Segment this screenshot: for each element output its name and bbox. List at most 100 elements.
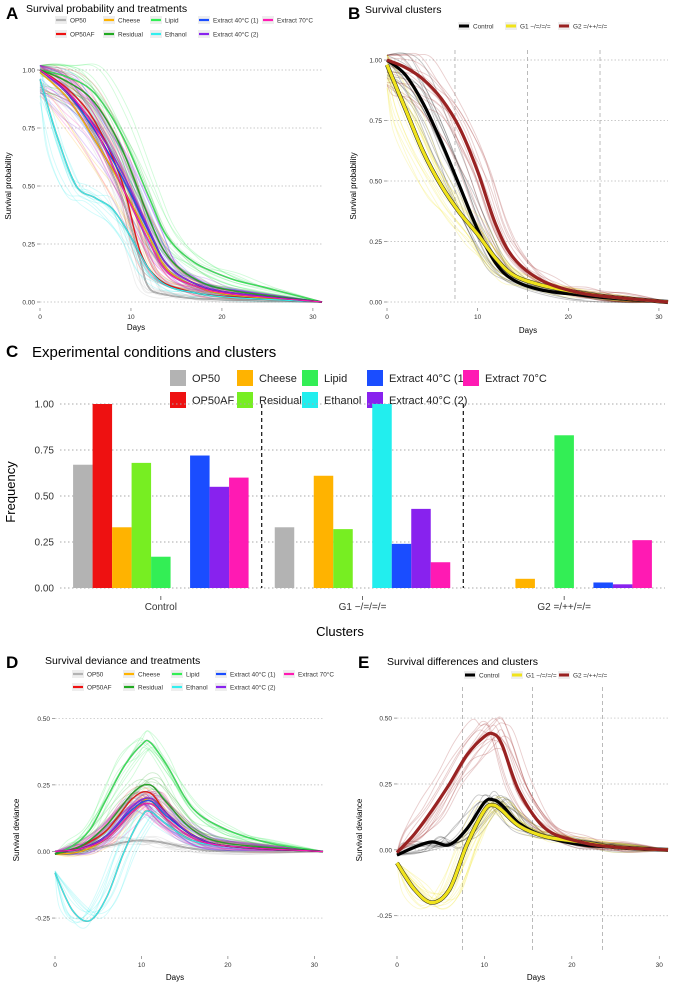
series-line [54, 783, 324, 855]
panel-letter: D [6, 653, 18, 672]
trajectory-line [39, 86, 323, 303]
trajectory-line [54, 787, 324, 855]
series-line [39, 69, 323, 303]
legend-label: Extract 70°C [485, 373, 547, 385]
y-tick-label: 0.25 [35, 538, 55, 549]
y-tick-label: 1.00 [22, 68, 35, 75]
panel-c: C Experimental conditions and clusters O… [3, 342, 665, 639]
panel-letter: C [6, 342, 18, 361]
bar [333, 529, 353, 588]
x-tick-label: 20 [224, 962, 232, 969]
trajectory-line [54, 784, 324, 855]
trajectory-line [54, 808, 324, 915]
trajectory-line [54, 835, 324, 855]
legend-label: Extract 70°C [277, 16, 313, 24]
legend-swatch [170, 392, 186, 408]
series-line [396, 797, 669, 857]
trajectory-line [386, 69, 669, 303]
trajectory-line [396, 716, 669, 854]
trajectory-line [386, 79, 669, 303]
bar [112, 527, 132, 588]
gridlines [397, 687, 668, 950]
panel-letter: B [348, 4, 360, 23]
panel-b: B Survival clusters Control G1 −/=/=/= G2 … [348, 4, 669, 335]
trajectory-line [54, 777, 324, 855]
trajectory-line [386, 52, 669, 303]
trajectory-line [54, 810, 324, 920]
y-tick-label: 0.00 [35, 584, 55, 595]
gridlines [55, 717, 323, 919]
legend-label: Extract 40°C (1) [230, 670, 276, 678]
legend-label: G1 −/=/=/= [526, 672, 557, 679]
legend-label: Ethanol [165, 31, 187, 38]
trajectory-line [54, 815, 324, 913]
trajectory-line [386, 82, 669, 303]
trajectory-line [39, 90, 323, 303]
y-tick-label: 0.50 [37, 716, 50, 723]
legend-label: Cheese [138, 671, 160, 678]
trajectory-line [54, 787, 324, 855]
y-tick-label: 0.50 [35, 492, 55, 503]
x-axis-label: Days [519, 326, 537, 335]
legend-swatch [302, 392, 318, 408]
legend: Control G1 −/=/=/= G2 =/++/=/= [464, 671, 608, 679]
series-line [395, 731, 669, 854]
trajectory-line [39, 64, 323, 303]
series-line [39, 69, 323, 303]
series-group [385, 52, 669, 305]
series-group [54, 730, 324, 929]
legend-label: OP50AF [87, 684, 112, 691]
trajectory-line [396, 801, 669, 908]
x-tick-label: 10 [474, 314, 482, 321]
y-tick-label: 0.00 [379, 847, 392, 854]
legend-swatch [463, 370, 479, 386]
trajectory-line [54, 730, 324, 855]
panel-letter: A [6, 4, 18, 23]
y-tick-label: -0.25 [377, 913, 392, 920]
x-tick-label: 30 [655, 314, 663, 321]
trajectory-line [39, 63, 323, 303]
trajectory-line [39, 65, 323, 303]
trajectory-line [54, 808, 324, 924]
y-tick-label: 0.75 [35, 446, 55, 457]
trajectory-line [54, 772, 324, 855]
panel-title: Survival differences and clusters [387, 656, 538, 668]
legend-label: Extract 40°C (2) [389, 395, 467, 407]
trajectory-line [54, 841, 324, 857]
bar [632, 540, 652, 588]
trajectory-line [39, 66, 323, 303]
x-tick-label: 10 [481, 962, 489, 969]
bar [612, 584, 633, 588]
bar [151, 556, 171, 588]
axis-ticks: 0.00 0.25 0.50 0.75 1.00 Control G1 −/=/=/= G2 … [35, 400, 592, 614]
bar [73, 464, 93, 588]
y-tick-label: 0.00 [22, 300, 35, 307]
legend: OP50 Cheese Lipid Extract 40°C (1) Extract 7… [170, 370, 547, 408]
x-tick-label: 20 [568, 962, 576, 969]
trajectory-line [54, 803, 324, 853]
bar [190, 455, 210, 588]
legend-label: Residual [118, 31, 143, 38]
trajectory-line [39, 64, 323, 303]
series-line [39, 69, 323, 303]
trajectory-line [39, 83, 323, 303]
x-axis-label: Days [527, 973, 545, 982]
panel-d: D Survival deviance and treatments OP50 C… [6, 653, 334, 982]
y-tick-label: -0.25 [35, 916, 50, 923]
trajectory-line [39, 64, 323, 303]
y-tick-label: 1.00 [369, 58, 382, 65]
trajectory-line [396, 718, 669, 853]
axis-ticks: -0.25 0.00 0.25 0.50 0 10 20 30 [377, 716, 663, 969]
series-line [39, 79, 323, 303]
gridlines [387, 50, 668, 303]
x-tick-label: 10 [127, 314, 135, 321]
legend-label: Ethanol [186, 684, 208, 691]
legend-label: Residual [259, 395, 302, 407]
trajectory-line [54, 748, 324, 855]
series-line [54, 810, 324, 922]
trajectory-line [54, 803, 324, 856]
legend-label: G2 =/++/=/= [573, 672, 608, 679]
legend-label: Lipid [324, 373, 347, 385]
legend-swatch [237, 392, 253, 408]
trajectory-line [39, 72, 323, 303]
